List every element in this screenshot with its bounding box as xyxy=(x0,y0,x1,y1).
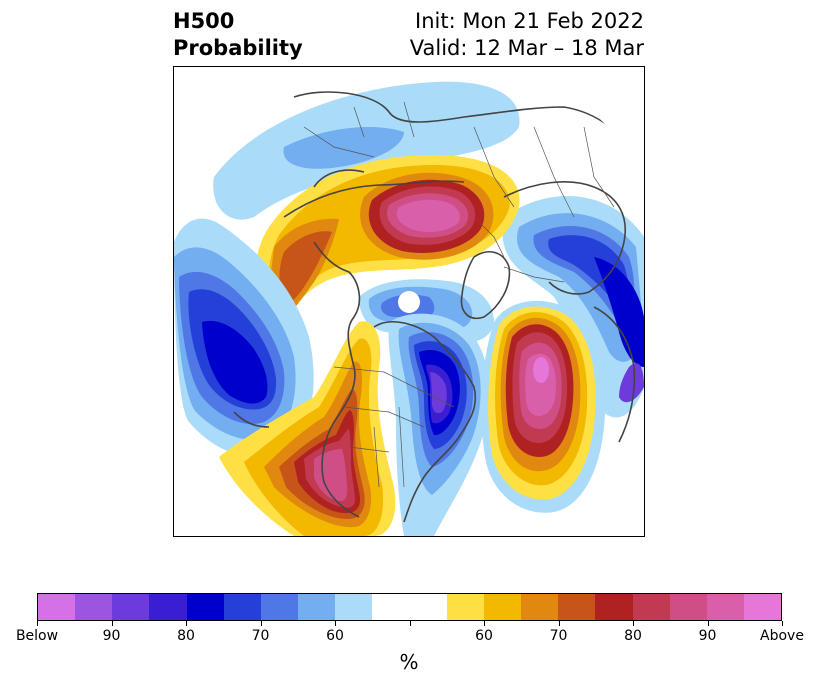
colorbar-tick-mark xyxy=(484,621,485,626)
colorbar-tick-label: 60 xyxy=(326,628,344,644)
colorbar-segment xyxy=(595,594,633,620)
colorbar-segment xyxy=(743,594,782,620)
colorbar-segment xyxy=(298,594,336,620)
anomaly-pacific-below xyxy=(174,218,314,458)
colorbar-segment xyxy=(446,594,484,620)
init-date: Init: Mon 21 Feb 2022 xyxy=(415,9,644,33)
colorbar-segment xyxy=(558,594,596,620)
colorbar-segment xyxy=(223,594,261,620)
colorbar-tick-mark xyxy=(186,621,187,626)
colorbar-tick-label: Below xyxy=(15,628,59,644)
colorbar-tick-mark xyxy=(558,621,560,626)
coastlines xyxy=(233,91,636,523)
map-canvas xyxy=(174,67,644,536)
colorbar-tick-mark xyxy=(707,621,709,626)
colorbar-segment xyxy=(75,594,113,620)
colorbar-tick-mark xyxy=(37,621,38,626)
colorbar-tick-mark xyxy=(633,621,634,626)
valid-range: Valid: 12 Mar – 18 Mar xyxy=(409,36,644,60)
polar-map xyxy=(173,66,645,537)
colorbar-segment xyxy=(669,594,707,620)
colorbar-tick-label: 70 xyxy=(251,628,270,644)
colorbar-tick-label: 80 xyxy=(624,628,642,644)
colorbar-tick-mark xyxy=(335,621,336,626)
colorbar-tick-mark xyxy=(260,621,262,626)
colorbar-tick-label: 70 xyxy=(549,628,568,644)
colorbar-segment xyxy=(38,594,76,620)
chart-title-right: Init: Mon 21 Feb 2022 Valid: 12 Mar – 18… xyxy=(410,8,644,62)
colorbar-segment xyxy=(409,594,447,620)
colorbar xyxy=(37,593,782,621)
colorbar-tick-label: 80 xyxy=(177,628,195,644)
colorbar-segment xyxy=(632,594,670,620)
chart-title-left: H500 Probability xyxy=(173,8,303,62)
title-variable: H500 xyxy=(173,9,235,33)
colorbar-segment xyxy=(186,594,224,620)
colorbar-segment xyxy=(149,594,187,620)
anomaly-west-america-above xyxy=(219,321,396,536)
anomaly-europe-below xyxy=(502,195,644,418)
colorbar-tick-label: 60 xyxy=(475,628,493,644)
colorbar-segment xyxy=(112,594,150,620)
colorbar-segment xyxy=(335,594,373,620)
colorbar-tick-label: Above xyxy=(760,628,804,644)
colorbar-tick-label: 90 xyxy=(698,628,717,644)
colorbar-segment xyxy=(706,594,744,620)
colorbar-tick-label: 90 xyxy=(102,628,121,644)
borders xyxy=(303,101,615,488)
colorbar-segment xyxy=(372,594,410,620)
colorbar-segment xyxy=(483,594,522,620)
colorbar-segment xyxy=(521,594,559,620)
anomaly-greenland-above xyxy=(254,155,520,337)
anomaly-atlantic-above xyxy=(481,300,606,513)
colorbar-segment xyxy=(260,594,299,620)
colorbar-unit: % xyxy=(399,650,419,674)
anomaly-siberia-below xyxy=(213,81,520,220)
title-quantity: Probability xyxy=(173,36,303,60)
colorbar-tick-mark xyxy=(409,621,411,626)
colorbar-tick-mark xyxy=(111,621,113,626)
colorbar-tick-mark xyxy=(782,621,783,626)
